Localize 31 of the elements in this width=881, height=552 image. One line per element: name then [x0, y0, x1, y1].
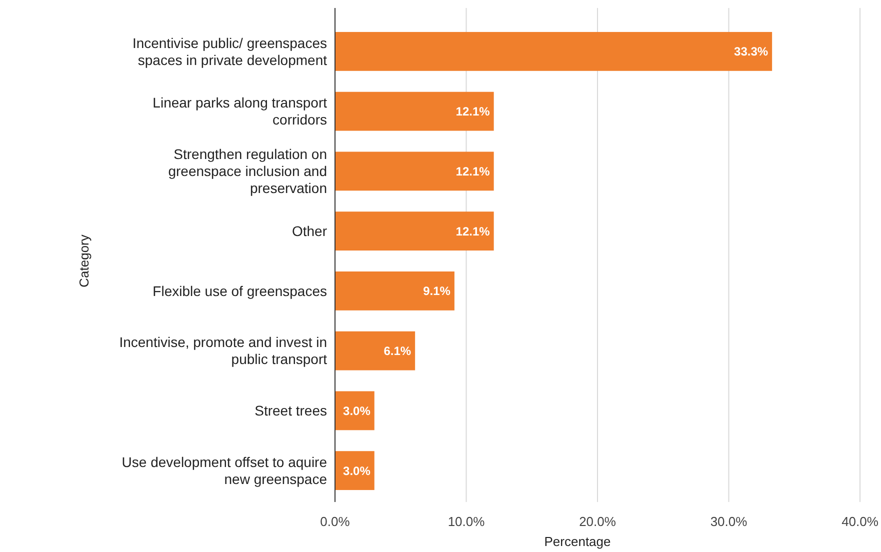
y-tick-label: Incentivise public/ greenspaces spaces in private development	[132, 34, 328, 68]
bar	[335, 451, 374, 490]
x-tick-label: 30.0%	[710, 514, 748, 529]
data-label: 12.1%	[456, 164, 490, 178]
bar	[335, 331, 416, 370]
bar	[335, 212, 494, 251]
y-tick-label: Other	[292, 222, 328, 239]
bar	[335, 391, 374, 430]
x-tick-label: 40.0%	[842, 514, 879, 529]
y-tick-label: Strengthen regulation on greenspace inclusion and preservation	[168, 146, 327, 196]
data-label: 3.0%	[343, 404, 371, 418]
y-tick-label: Linear parks along transport corridors	[152, 94, 328, 128]
data-label: 12.1%	[456, 224, 490, 238]
bar	[335, 92, 494, 131]
y-tick-label: Flexible use of greenspaces	[152, 282, 327, 299]
x-tick-label: 20.0%	[579, 514, 616, 529]
bar	[335, 32, 772, 71]
data-label: 3.0%	[343, 464, 371, 478]
bar	[335, 271, 454, 310]
y-axis-title: Category	[76, 234, 92, 288]
y-tick-label: Incentivise, promote and invest in public transport	[119, 334, 328, 368]
y-tick-label: Street trees	[254, 402, 327, 419]
x-axis-title: Percentage	[544, 534, 611, 549]
data-label: 33.3%	[734, 44, 768, 59]
data-label: 9.1%	[423, 284, 451, 298]
x-tick-label: 0.0%	[320, 514, 350, 529]
y-tick-label: Use development offset to aquire new greenspace	[122, 454, 328, 487]
bar	[335, 152, 494, 191]
data-label: 12.1%	[456, 104, 490, 119]
x-tick-label: 10.0%	[448, 514, 486, 529]
data-label: 6.1%	[384, 344, 412, 358]
